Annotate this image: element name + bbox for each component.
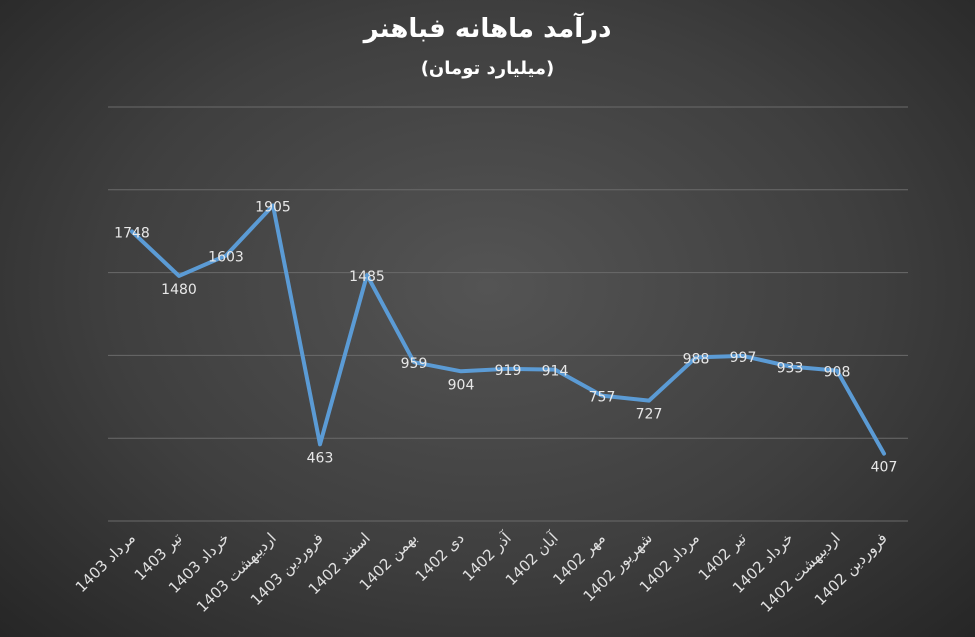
- data-label-14: 933: [777, 360, 804, 376]
- data-label-13: 997: [730, 350, 757, 366]
- data-label-11: 727: [636, 407, 663, 423]
- chart-subtitle: (میلیارد تومان): [420, 58, 555, 79]
- series-line: [130, 203, 886, 456]
- data-label-3: 1905: [255, 200, 291, 216]
- chart-title: درآمد ماهانه فباهنر: [363, 14, 612, 44]
- data-label-16: 407: [871, 460, 898, 476]
- data-label-layer: 1748 1480 1603 1905 463 1485 959 904 919 914 757 72…: [114, 200, 897, 476]
- data-label-15: 908: [824, 365, 851, 381]
- x-tick-label-0: مرداد 1403: [72, 529, 139, 596]
- x-tick-label-7: دی 1402: [412, 529, 468, 585]
- data-label-2: 1603: [208, 250, 244, 266]
- line-layer: [130, 203, 886, 456]
- data-label-10: 757: [589, 390, 616, 406]
- data-label-1: 1480: [161, 282, 197, 298]
- data-label-5: 1485: [349, 269, 385, 285]
- data-label-12: 988: [683, 351, 710, 367]
- data-label-7: 904: [448, 377, 475, 393]
- data-label-9: 914: [542, 364, 569, 380]
- data-label-0: 1748: [114, 226, 150, 242]
- data-label-4: 463: [307, 450, 334, 466]
- data-label-8: 919: [495, 363, 522, 379]
- grid-layer: [108, 106, 908, 522]
- data-label-6: 959: [401, 356, 428, 372]
